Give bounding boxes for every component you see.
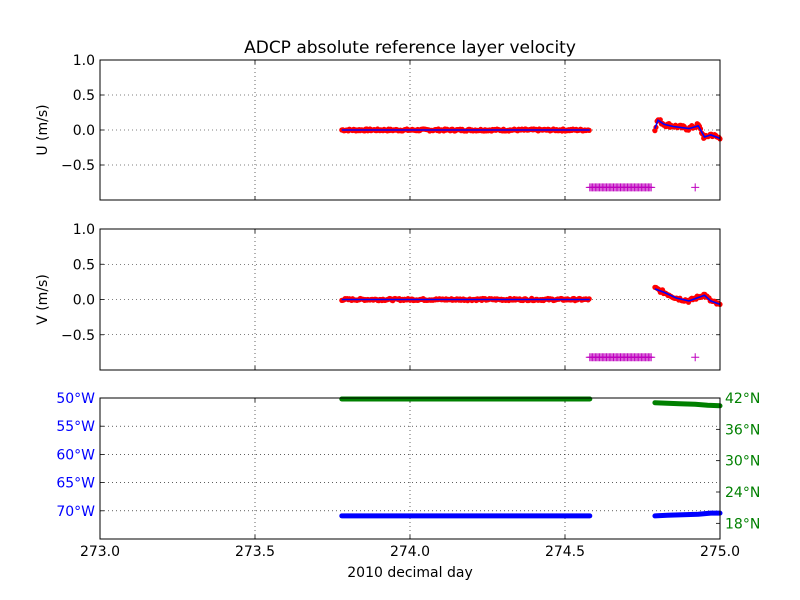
flag-marker — [647, 353, 656, 362]
y-tick-label: 0.0 — [73, 123, 95, 139]
y-tick-label: −0.5 — [61, 328, 95, 344]
x-tick-label: 274.5 — [545, 544, 585, 560]
y-tick-label: 0.5 — [73, 88, 95, 104]
axes-frame — [99, 59, 721, 201]
lat-tick-label: 42°N — [725, 391, 760, 407]
x-tick-label: 273.5 — [235, 544, 275, 560]
lon-tick-label: 70°W — [56, 504, 95, 520]
lat-tick-label: 36°N — [725, 422, 760, 438]
smoothed-line — [654, 118, 721, 140]
flag-marker — [647, 183, 656, 192]
lon-tick-label: 55°W — [56, 419, 95, 435]
flag-marker — [691, 183, 700, 192]
position-panel: 50°W 55°W 60°W 65°W 70°W 42°N 36°N 30°N 24°N 18°N… — [56, 391, 760, 560]
lat-tick-label: 24°N — [725, 485, 760, 501]
lat-tick-label: 18°N — [725, 516, 760, 532]
y-tick-label: 1.0 — [73, 222, 95, 238]
x-tick-label: 274.0 — [390, 544, 430, 560]
y-axis-label: U (m/s) — [35, 104, 51, 155]
lon-tick-label: 60°W — [56, 447, 95, 463]
u-velocity-panel: 1.0 0.5 0.0 −0.5 U (m/s) — [35, 53, 723, 201]
lon-track — [652, 510, 723, 519]
smoothed-line — [654, 288, 721, 306]
lon-tick-label: 50°W — [56, 391, 95, 407]
v-velocity-panel: 1.0 0.5 0.0 −0.5 V (m/s) — [35, 222, 723, 371]
lon-tick-label: 65°W — [56, 476, 95, 492]
y-tick-label: 0.5 — [73, 257, 95, 273]
y-tick-label: 1.0 — [73, 53, 95, 69]
axes-frame — [99, 228, 721, 371]
axes-frame — [99, 397, 721, 540]
y-axis-label: V (m/s) — [35, 274, 51, 325]
lat-tick-label: 30°N — [725, 454, 760, 470]
flag-marker — [691, 353, 700, 362]
x-tick-label: 275.0 — [700, 544, 740, 560]
chart-title: ADCP absolute reference layer velocity — [244, 38, 576, 58]
x-tick-label: 273.0 — [80, 544, 120, 560]
y-tick-label: −0.5 — [61, 158, 95, 174]
x-axis-label: 2010 decimal day — [347, 565, 472, 581]
y-tick-label: 0.0 — [73, 293, 95, 309]
lat-track — [652, 400, 723, 409]
